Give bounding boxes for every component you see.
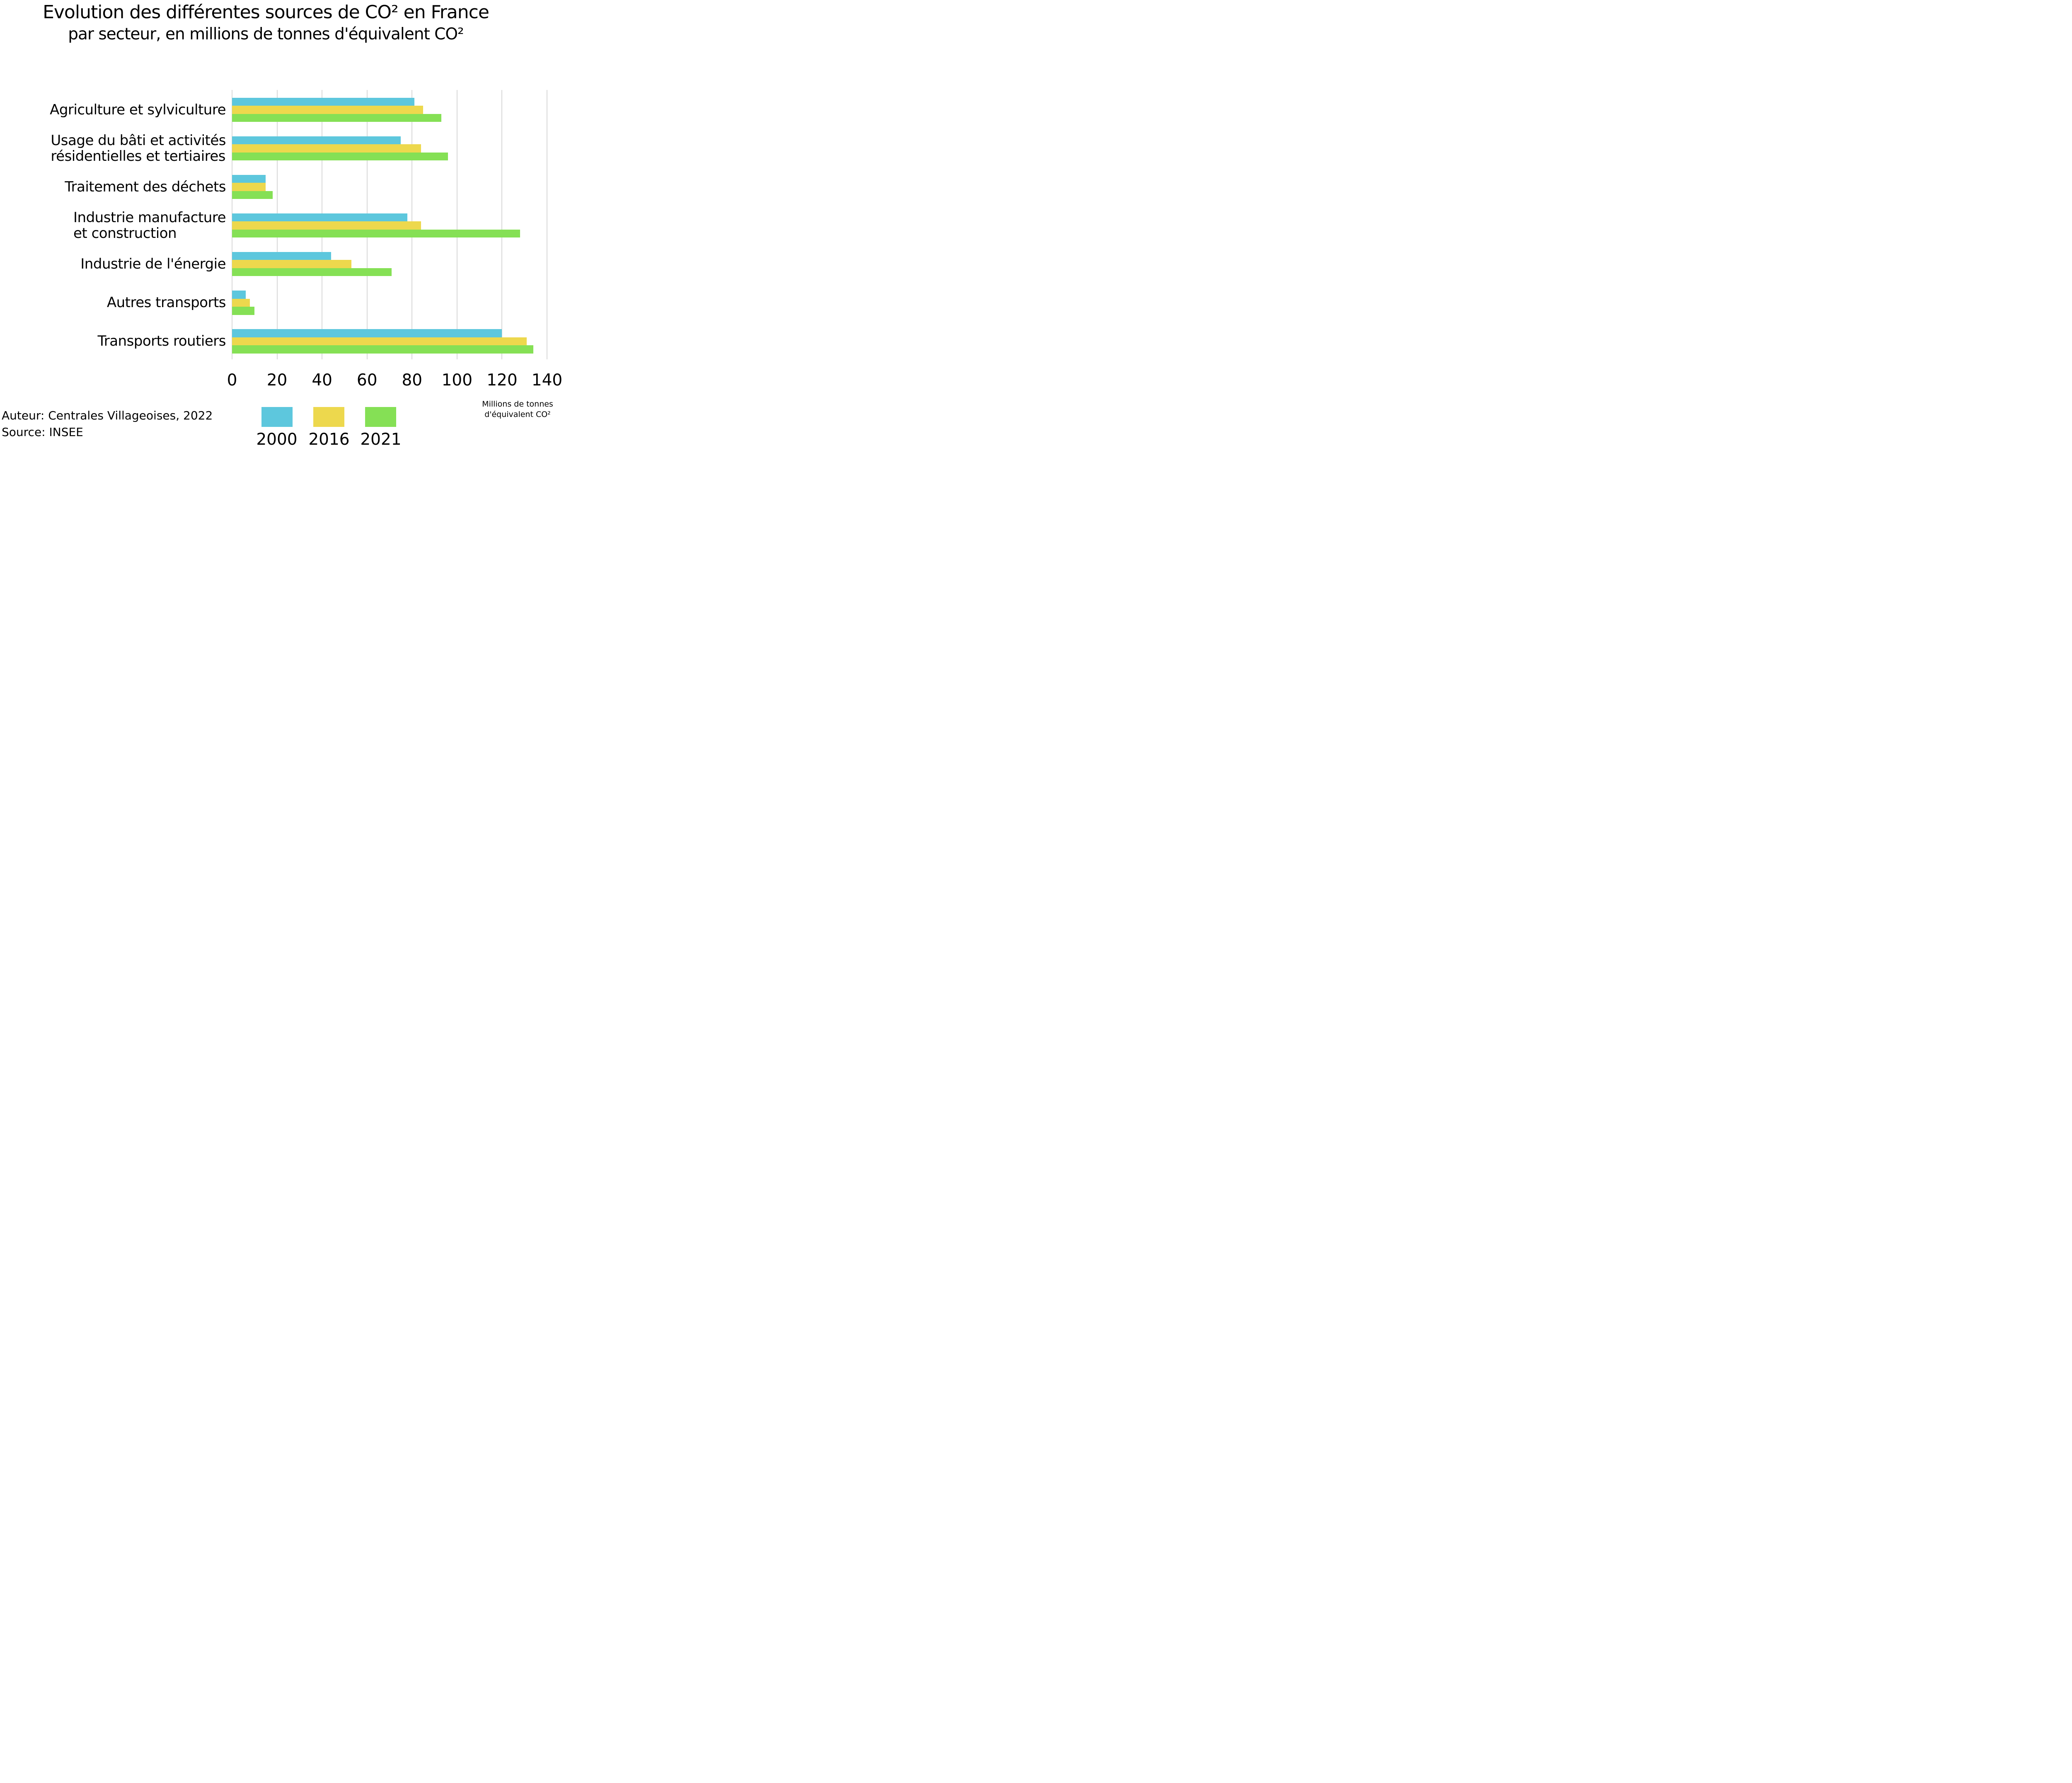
category-label-6: Transports routiers: [0, 333, 226, 349]
x-tick-label-40: 40: [312, 371, 332, 390]
category-label-text: Usage du bâti et activités résidentielle…: [51, 132, 226, 165]
x-tick-label-120: 120: [487, 371, 518, 390]
source-credit: Source: INSEE: [2, 425, 83, 439]
bar-2021-category-3: [232, 229, 520, 238]
legend-label-2016: 2016: [308, 430, 350, 446]
bar-2016-category-4: [232, 260, 351, 268]
bar-2000-category-1: [232, 136, 401, 145]
gridline-x-120: [501, 90, 503, 359]
x-tick-label-80: 80: [402, 371, 423, 390]
bar-2000-category-3: [232, 213, 408, 222]
bar-2000-category-5: [232, 291, 246, 299]
category-label-text: Agriculture et sylviculture: [50, 101, 226, 118]
bar-2021-category-0: [232, 114, 441, 122]
category-label-2: Traitement des déchets: [0, 179, 226, 195]
bar-2021-category-2: [232, 191, 273, 199]
bar-2021-category-1: [232, 152, 448, 161]
category-label-1: Usage du bâti et activités résidentielle…: [0, 133, 226, 164]
bar-2016-category-3: [232, 221, 421, 230]
legend-label-2021: 2021: [360, 430, 402, 446]
legend-swatch-2000: [261, 407, 293, 427]
x-tick-label-20: 20: [266, 371, 288, 390]
chart-title-line2: par secteur, en millions de tonnes d'équ…: [68, 25, 464, 44]
bar-2021-category-4: [232, 268, 392, 276]
legend-swatch-2021: [365, 407, 396, 427]
chart-canvas: Evolution des différentes sources de CO²…: [0, 0, 582, 446]
category-label-text: Transports routiers: [97, 333, 226, 350]
bar-2000-category-4: [232, 252, 331, 260]
bar-2016-category-5: [232, 298, 250, 307]
legend-swatch-2016: [313, 407, 344, 427]
axis-unit-note: Millions de tonnes d'équivalent CO²: [451, 399, 582, 419]
chart-title-line1: Evolution des différentes sources de CO²…: [43, 2, 489, 23]
bar-2016-category-6: [232, 337, 527, 346]
axis-unit-note-line1: Millions de tonnes: [482, 400, 553, 409]
category-label-text: Traitement des déchets: [65, 179, 226, 196]
x-tick-label-60: 60: [356, 371, 378, 390]
bar-2016-category-2: [232, 183, 266, 191]
bar-2016-category-1: [232, 144, 421, 153]
author-credit: Auteur: Centrales Villageoises, 2022: [2, 409, 213, 422]
category-label-text: Industrie manufacture et construction: [73, 209, 226, 242]
category-label-text: Autres transports: [107, 294, 226, 311]
bar-2000-category-0: [232, 97, 414, 106]
bar-2021-category-5: [232, 307, 255, 315]
bar-2000-category-2: [232, 174, 266, 183]
bar-2021-category-6: [232, 345, 534, 354]
category-label-4: Industrie de l'énergie: [0, 256, 226, 272]
x-tick-label-0: 0: [227, 371, 237, 390]
category-label-0: Agriculture et sylviculture: [0, 102, 226, 118]
bar-2016-category-0: [232, 106, 424, 114]
bar-2000-category-6: [232, 329, 502, 337]
legend-label-2000: 2000: [256, 430, 298, 446]
category-label-text: Industrie de l'énergie: [80, 256, 226, 273]
x-tick-label-100: 100: [441, 371, 473, 390]
axis-unit-note-line2: d'équivalent CO²: [484, 409, 551, 419]
category-label-5: Autres transports: [0, 295, 226, 310]
category-label-3: Industrie manufacture et construction: [0, 210, 226, 241]
x-tick-label-140: 140: [531, 371, 563, 390]
plot-area: [232, 90, 547, 359]
